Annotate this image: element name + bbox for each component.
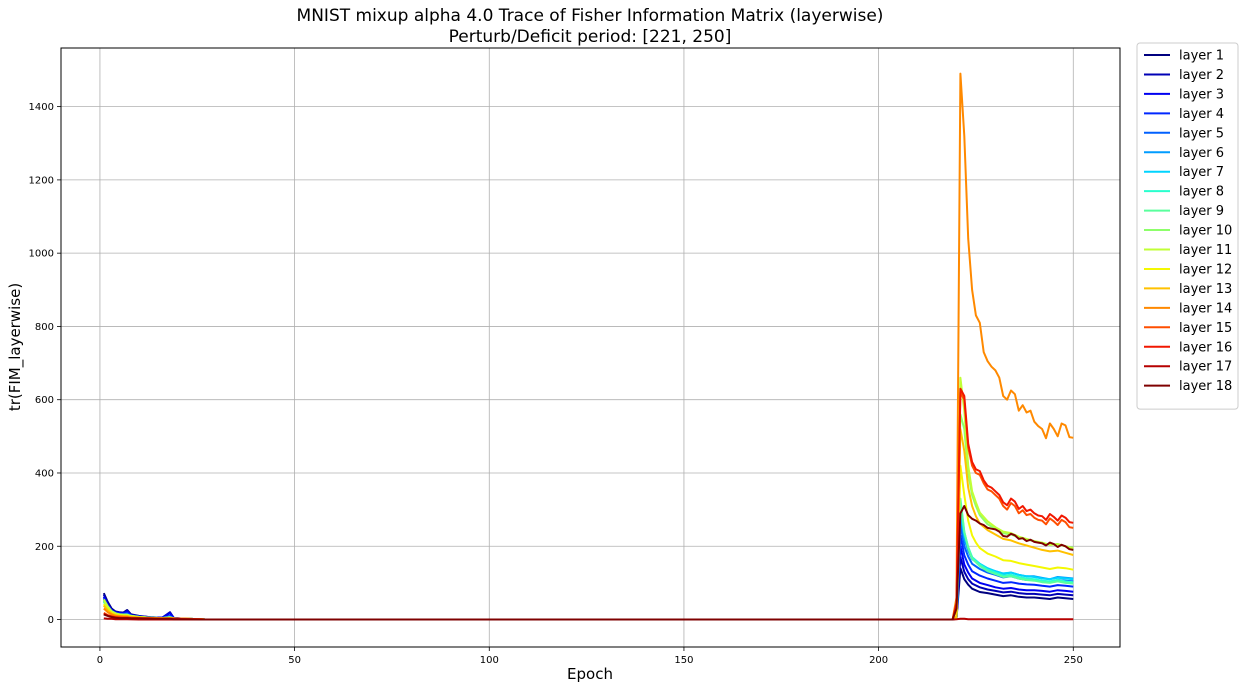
series-line-layer-13: [103, 428, 1074, 621]
legend-label: layer 6: [1179, 146, 1224, 161]
y-tick-label: 1200: [29, 175, 54, 186]
legend-label: layer 15: [1179, 321, 1232, 336]
legend-label: layer 10: [1179, 224, 1232, 239]
legend-label: layer 11: [1179, 243, 1232, 258]
series-line-layer-7: [102, 505, 1074, 621]
plot-lines: [102, 72, 1074, 621]
legend-label: layer 12: [1179, 262, 1232, 277]
y-tick-label: 600: [35, 395, 54, 406]
x-axis-label: Epoch: [567, 665, 613, 683]
legend-label: layer 4: [1179, 107, 1224, 122]
x-tick-label: 250: [1064, 655, 1083, 666]
legend: layer 1 layer 2 layer 3 layer 4 layer 5 layer…: [1136, 42, 1239, 410]
legend-label: layer 13: [1179, 282, 1232, 297]
series-line-layer-11: [102, 376, 1074, 621]
axis-ticks: 0 50 100 150 200 250 0 200 400 600 800 1000 1200 1400: [29, 102, 1083, 666]
x-tick-label: 100: [480, 655, 499, 666]
legend-box: [1136, 42, 1239, 410]
chart-title: MNIST mixup alpha 4.0 Trace of Fisher In…: [297, 6, 884, 26]
y-tick-label: 800: [35, 322, 54, 333]
legend-label: layer 17: [1179, 360, 1232, 375]
legend-label: layer 14: [1179, 301, 1232, 316]
y-tick-label: 1400: [29, 102, 54, 113]
chart-subtitle: Perturb/Deficit period: [221, 250]: [449, 27, 732, 47]
series-line-layer-6: [102, 512, 1074, 621]
grid: [61, 48, 1120, 647]
series-line-layer-5: [102, 523, 1074, 621]
series-line-layer-9: [102, 497, 1074, 621]
y-tick-label: 400: [35, 468, 54, 479]
series-line-layer-3: [102, 545, 1074, 621]
legend-label: layer 2: [1179, 68, 1224, 83]
series-line-layer-14: [103, 72, 1074, 621]
series-line-layer-12: [103, 464, 1074, 621]
legend-label: layer 1: [1179, 49, 1224, 64]
series-line-layer-1: [102, 567, 1074, 621]
x-tick-label: 200: [869, 655, 888, 666]
y-axis-label: tr(FIM_layerwise): [6, 283, 25, 411]
legend-label: layer 5: [1179, 126, 1224, 141]
series-line-layer-10: [102, 413, 1074, 621]
legend-label: layer 18: [1179, 379, 1232, 394]
series-line-layer-4: [102, 534, 1074, 621]
series-line-layer-2: [102, 556, 1074, 621]
series-line-layer-8: [102, 501, 1074, 621]
series-line-layer-18: [103, 505, 1074, 621]
legend-label: layer 3: [1179, 87, 1224, 102]
x-tick-label: 0: [97, 655, 103, 666]
x-tick-label: 50: [288, 655, 301, 666]
legend-label: layer 9: [1179, 204, 1224, 219]
x-tick-label: 150: [674, 655, 693, 666]
legend-label: layer 8: [1179, 185, 1224, 200]
y-tick-label: 200: [35, 542, 54, 553]
y-tick-label: 0: [48, 615, 54, 626]
series-line-layer-15: [103, 391, 1074, 621]
plot-frame: [60, 47, 1121, 648]
y-tick-label: 1000: [29, 249, 54, 260]
series-line-layer-16: [103, 387, 1074, 621]
legend-label: layer 16: [1179, 340, 1232, 355]
legend-label: layer 7: [1179, 165, 1224, 180]
